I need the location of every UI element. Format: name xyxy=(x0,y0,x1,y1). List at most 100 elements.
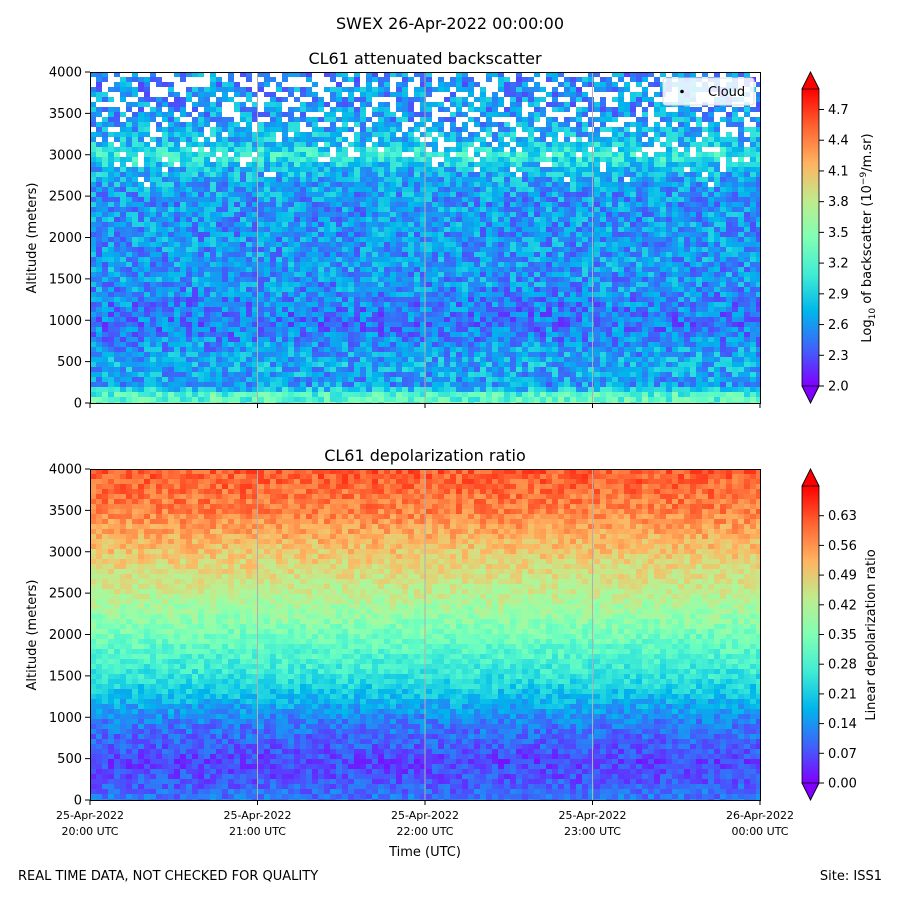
heatmap-cell xyxy=(324,72,330,77)
heatmap-cell xyxy=(690,132,696,137)
heatmap-cell xyxy=(114,297,120,302)
heatmap-cell xyxy=(744,297,750,302)
heatmap-cell xyxy=(336,97,342,102)
heatmap-cell xyxy=(402,312,408,317)
heatmap-cell xyxy=(108,187,114,192)
heatmap-cell xyxy=(258,202,264,207)
heatmap-cell xyxy=(324,167,330,172)
heatmap-cell xyxy=(342,312,348,317)
heatmap-cell xyxy=(486,97,492,102)
heatmap-cell xyxy=(528,287,534,292)
heatmap-cell xyxy=(276,172,282,177)
heatmap-cell xyxy=(168,167,174,172)
heatmap-cell xyxy=(684,202,690,207)
heatmap-cell xyxy=(522,207,528,212)
heatmap-cell xyxy=(120,187,126,192)
heatmap-cell xyxy=(414,282,420,287)
heatmap-cell xyxy=(720,197,726,202)
heatmap-cell xyxy=(126,182,132,187)
heatmap-cell xyxy=(162,177,168,182)
heatmap-cell xyxy=(186,257,192,262)
heatmap-cell xyxy=(720,212,726,217)
heatmap-cell xyxy=(132,182,138,187)
heatmap-cell xyxy=(468,117,474,122)
heatmap-cell xyxy=(414,232,420,237)
heatmap-cell xyxy=(504,132,510,137)
heatmap-cell xyxy=(348,182,354,187)
heatmap-cell xyxy=(258,232,264,237)
heatmap-cell xyxy=(756,172,760,177)
heatmap-cell xyxy=(546,117,552,122)
heatmap-cell xyxy=(534,237,540,242)
heatmap-cell xyxy=(666,207,672,212)
heatmap-cell xyxy=(198,217,204,222)
heatmap-cell xyxy=(468,212,474,217)
heatmap-cell xyxy=(720,277,726,282)
heatmap-cell xyxy=(228,247,234,252)
heatmap-cell xyxy=(348,312,354,317)
heatmap-cell xyxy=(528,232,534,237)
heatmap-cell xyxy=(384,202,390,207)
heatmap-cell xyxy=(702,297,708,302)
heatmap-cell xyxy=(528,127,534,132)
heatmap-cell xyxy=(696,107,702,112)
heatmap-cell xyxy=(126,187,132,192)
heatmap-cell xyxy=(264,142,270,147)
heatmap-cell xyxy=(372,292,378,297)
heatmap-cell xyxy=(750,172,756,177)
heatmap-cell xyxy=(516,152,522,157)
heatmap-cell xyxy=(696,157,702,162)
heatmap-cell xyxy=(390,177,396,182)
heatmap-cell xyxy=(306,72,312,77)
heatmap-cell xyxy=(618,307,624,312)
heatmap-cell xyxy=(636,222,642,227)
heatmap-cell xyxy=(384,157,390,162)
heatmap-cell xyxy=(462,112,468,117)
heatmap-cell xyxy=(144,77,150,82)
heatmap-cell xyxy=(456,202,462,207)
heatmap-cell xyxy=(228,292,234,297)
heatmap-cell xyxy=(264,272,270,277)
heatmap-cell xyxy=(210,267,216,272)
heatmap-cell xyxy=(456,197,462,202)
heatmap-cell xyxy=(744,197,750,202)
heatmap-cell xyxy=(492,212,498,217)
heatmap-cell xyxy=(330,232,336,237)
heatmap-cell xyxy=(102,72,108,77)
heatmap-cell xyxy=(276,287,282,292)
heatmap-cell xyxy=(702,142,708,147)
heatmap-cell xyxy=(180,132,186,137)
heatmap-cell xyxy=(474,292,480,297)
heatmap-cell xyxy=(732,287,738,292)
heatmap-cell xyxy=(438,287,444,292)
heatmap-cell xyxy=(384,77,390,82)
heatmap-cell xyxy=(624,202,630,207)
heatmap-cell xyxy=(738,122,744,127)
heatmap-cell xyxy=(708,197,714,202)
heatmap-cell xyxy=(264,212,270,217)
heatmap-cell xyxy=(402,72,408,77)
heatmap-cell xyxy=(96,227,102,232)
heatmap-cell xyxy=(402,212,408,217)
heatmap-cell xyxy=(318,277,324,282)
heatmap-cell xyxy=(294,167,300,172)
heatmap-cell xyxy=(330,132,336,137)
heatmap-cell xyxy=(564,147,570,152)
heatmap-cell xyxy=(240,257,246,262)
heatmap-cell xyxy=(510,137,516,142)
heatmap-cell xyxy=(258,147,264,152)
heatmap-cell xyxy=(666,307,672,312)
heatmap-cell xyxy=(408,102,414,107)
heatmap-cell xyxy=(444,87,450,92)
heatmap-cell xyxy=(588,217,594,222)
heatmap-cell xyxy=(366,282,372,287)
heatmap-cell xyxy=(678,267,684,272)
heatmap-cell xyxy=(336,227,342,232)
heatmap-cell xyxy=(486,237,492,242)
heatmap-cell xyxy=(168,307,174,312)
heatmap-cell xyxy=(666,247,672,252)
heatmap-cell xyxy=(186,222,192,227)
heatmap-cell xyxy=(378,262,384,267)
heatmap-cell xyxy=(642,227,648,232)
heatmap-cell xyxy=(240,222,246,227)
